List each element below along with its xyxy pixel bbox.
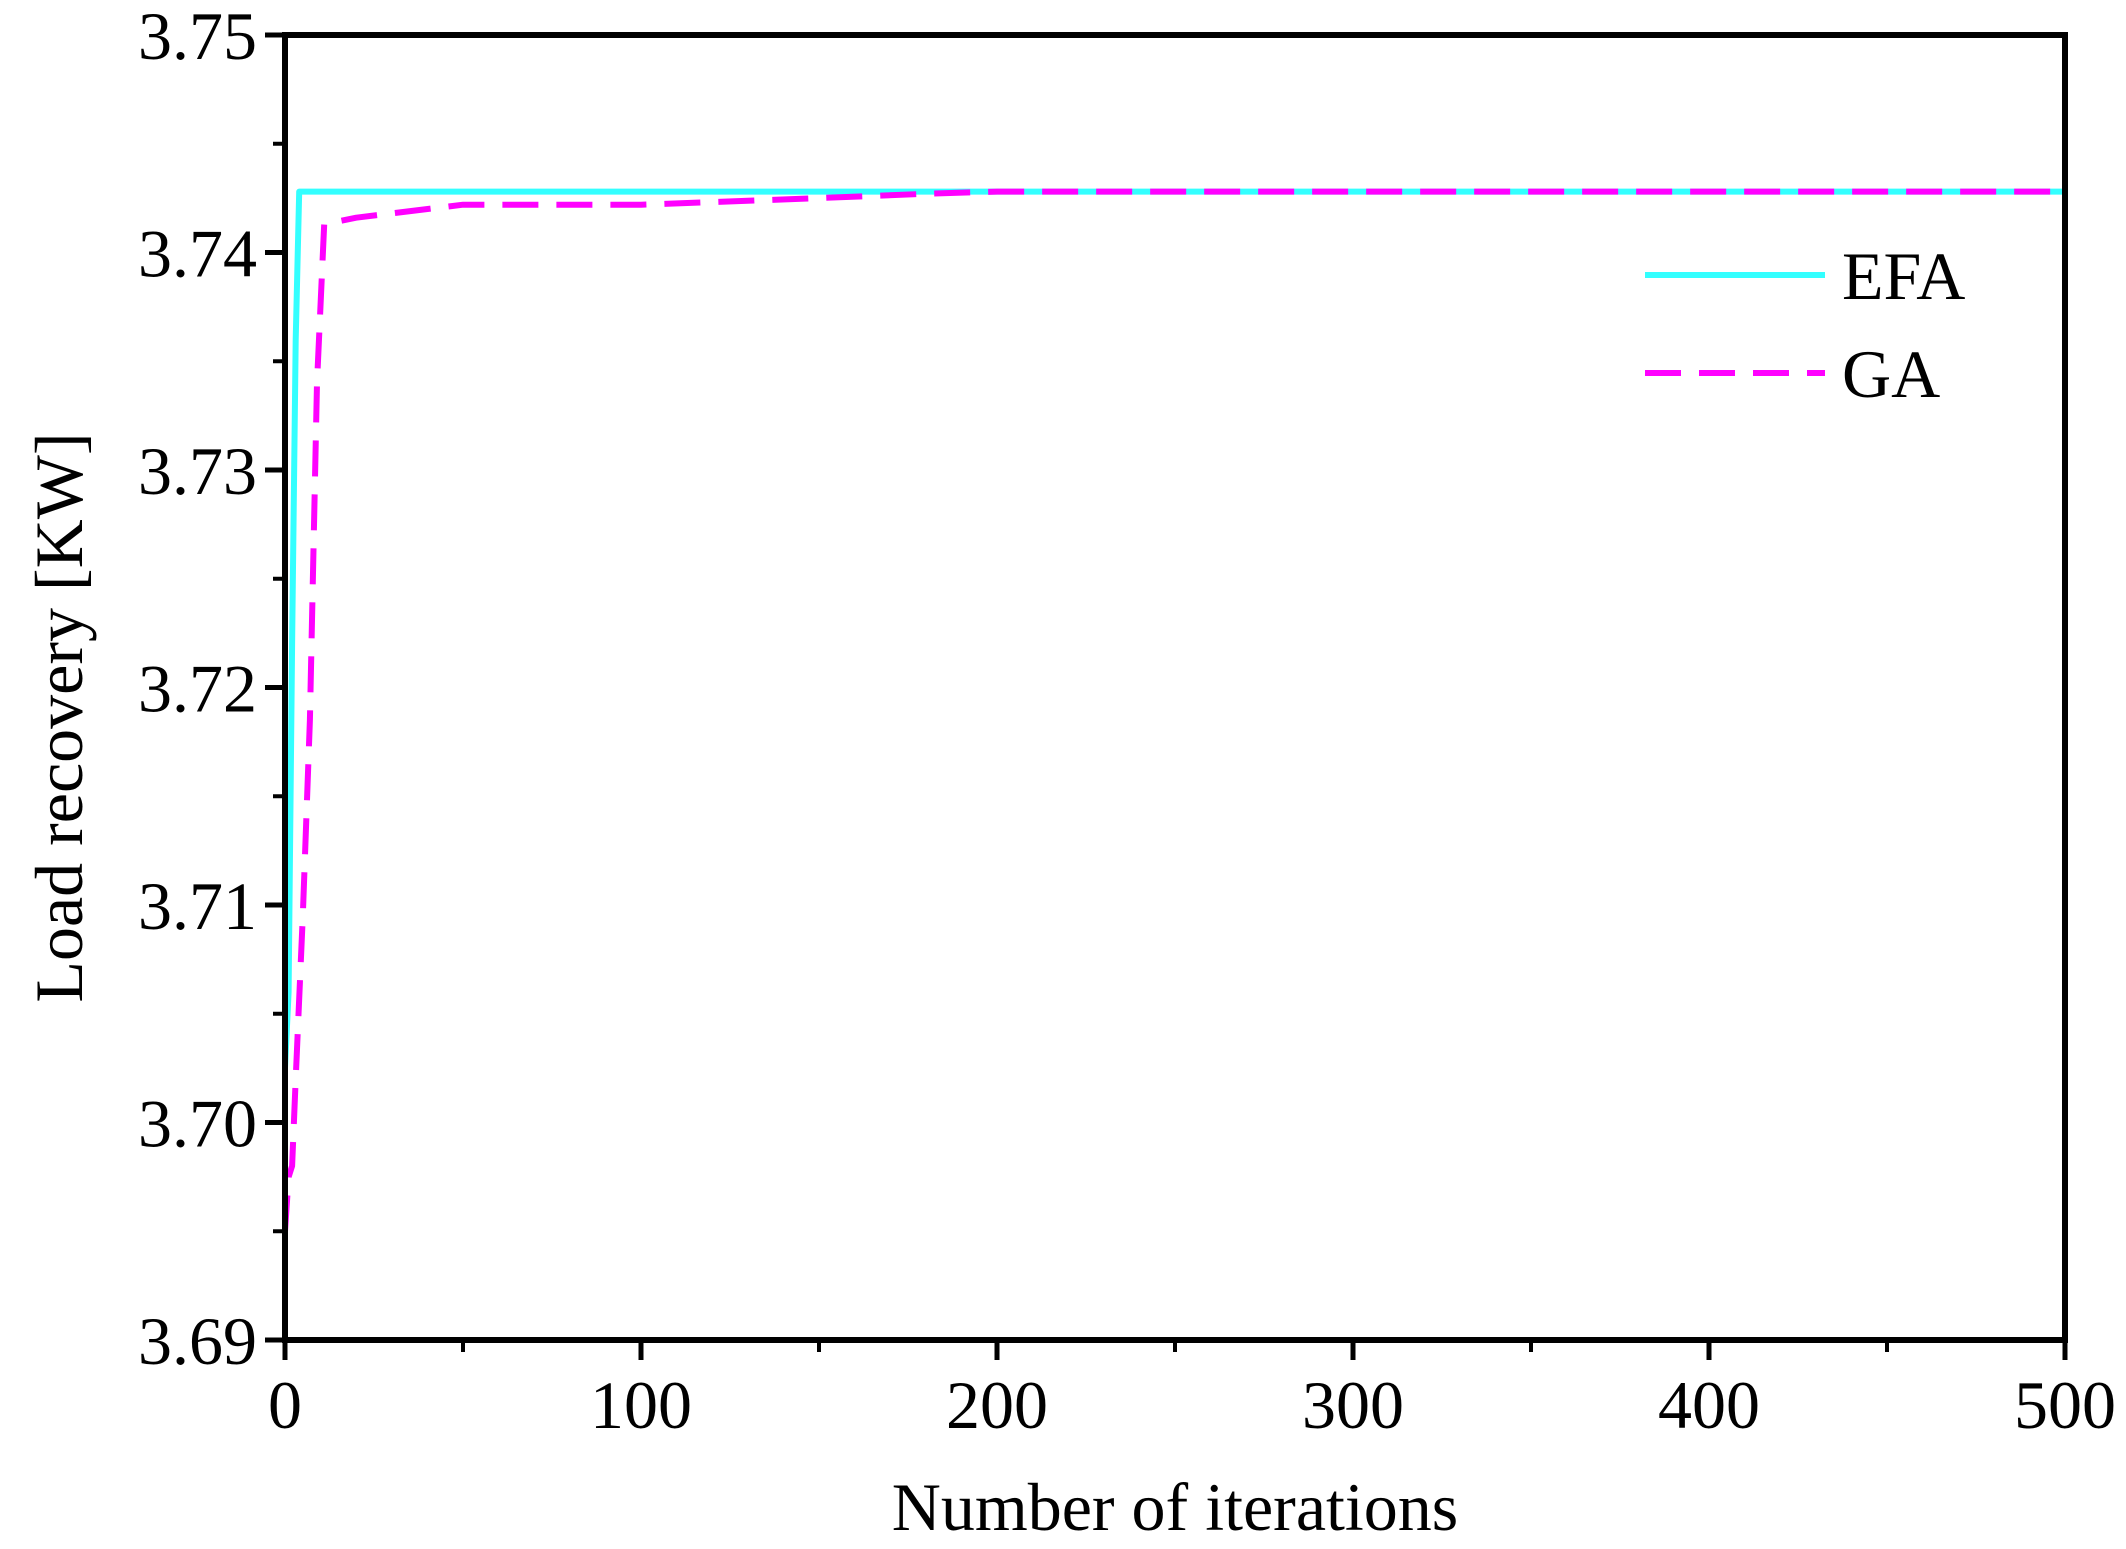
plot-lines <box>282 188 2065 1232</box>
x-tick-label: 0 <box>268 1367 302 1443</box>
y-tick-label: 3.73 <box>138 433 257 509</box>
y-tick-label: 3.70 <box>138 1086 257 1162</box>
y-tick-label: 3.75 <box>138 0 257 74</box>
x-tick-label: 500 <box>2014 1367 2116 1443</box>
x-tick-label: 200 <box>946 1367 1048 1443</box>
y-axis-title: Load recovery [KW] <box>21 432 97 1002</box>
y-tick-label: 3.71 <box>138 868 257 944</box>
legend: EFA GA <box>1645 238 1965 412</box>
x-tick-label: 100 <box>590 1367 692 1443</box>
x-tick-label: 400 <box>1658 1367 1760 1443</box>
y-axis: 3.69 3.70 3.71 3.72 3.73 3.74 3.75 <box>138 0 285 1379</box>
series-line-ga <box>282 188 2065 1232</box>
legend-label-ga: GA <box>1842 336 1940 412</box>
y-tick-label: 3.72 <box>138 651 257 727</box>
x-axis-title: Number of iterations <box>892 1469 1459 1545</box>
y-tick-label: 3.69 <box>138 1303 257 1379</box>
x-tick-label: 300 <box>1302 1367 1404 1443</box>
legend-label-efa: EFA <box>1842 238 1965 314</box>
x-axis: 0 100 200 300 400 500 <box>268 1340 2116 1443</box>
series-line-efa <box>282 188 2065 1069</box>
plot-frame <box>282 32 2068 1343</box>
y-tick-label: 3.74 <box>138 216 257 292</box>
